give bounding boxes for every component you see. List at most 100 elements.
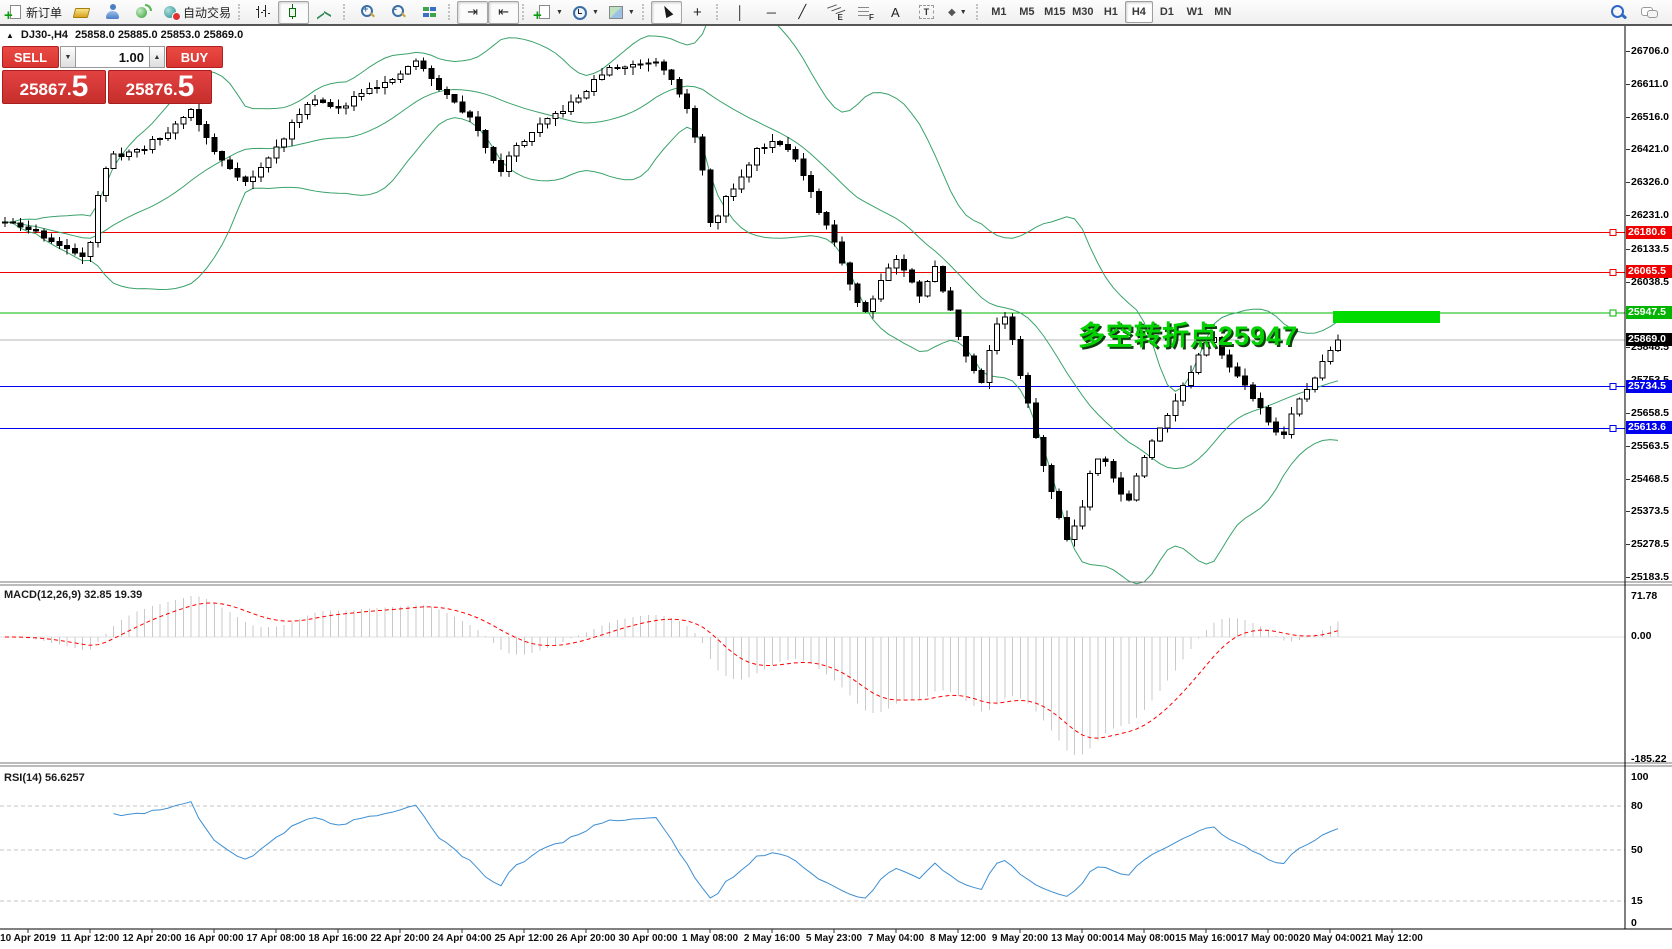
price-axis-tick: 25278.5 <box>1626 538 1669 551</box>
crosshair-button[interactable]: + <box>682 1 713 24</box>
new-chart-icon <box>533 4 552 24</box>
price-axis-tick: 26706.0 <box>1626 45 1669 57</box>
trendline-button[interactable]: ╱ <box>787 1 818 24</box>
horizontal-line-icon: ─ <box>766 4 776 20</box>
new-chart-dropdown[interactable]: ▼ <box>531 1 567 24</box>
price-axis-tick: 26421.0 <box>1626 143 1669 156</box>
signals-button[interactable] <box>128 1 159 24</box>
volume-input[interactable] <box>76 46 149 68</box>
price-level-label[interactable]: 26065.5 <box>1626 265 1672 279</box>
zoom-in-icon: + <box>359 4 376 20</box>
toolbar-grip <box>343 4 348 20</box>
candlestick-chart-button[interactable] <box>278 0 310 24</box>
clock-icon <box>571 4 588 20</box>
new-order-button[interactable]: 新订单 <box>2 1 66 24</box>
channel-icon <box>825 4 842 22</box>
volume-decrease-button[interactable]: ▼ <box>60 46 76 68</box>
price-level-label[interactable]: 25613.6 <box>1626 421 1672 435</box>
chat-icon <box>1640 4 1658 20</box>
chart-frame <box>0 26 1672 933</box>
price-level-label[interactable]: 25734.5 <box>1626 379 1672 393</box>
toolbar-grip <box>448 4 453 20</box>
vertical-line-button[interactable]: │ <box>725 1 756 24</box>
auto-scroll-icon: ⇥ <box>467 4 478 19</box>
buy-price-dot: . <box>172 80 178 99</box>
symbol-period-label: DJ30-,H4 <box>20 29 68 41</box>
timeframe-h1-button[interactable]: H1 <box>1103 6 1118 18</box>
time-axis-label: 12 Apr 20:00 <box>122 933 182 944</box>
time-axis-label: 8 May 12:00 <box>929 933 987 944</box>
auto-scroll-button[interactable]: ⇥ <box>457 0 489 24</box>
cursor-button[interactable] <box>650 0 682 24</box>
candlestick-chart-icon <box>285 4 302 20</box>
volume-increase-button[interactable]: ▲ <box>149 46 165 68</box>
price-level-label[interactable]: 25947.5 <box>1626 306 1672 320</box>
current-price-label: 25869.0 <box>1626 333 1672 347</box>
time-axis-label: 2 May 16:00 <box>743 933 801 944</box>
community-user-icon <box>104 4 121 20</box>
timeframe-h4-button[interactable]: H4 <box>1124 1 1153 23</box>
search-button[interactable] <box>1602 1 1633 24</box>
text-label-icon: T <box>918 5 934 19</box>
zoom-out-button[interactable]: - <box>383 1 414 24</box>
bar-chart-button[interactable] <box>247 1 278 24</box>
horizontal-level-lines[interactable] <box>0 229 1625 432</box>
toolbar-border <box>0 24 1672 26</box>
highlight-rectangle[interactable] <box>1333 311 1440 323</box>
time-axis-label: 26 Apr 20:00 <box>556 933 616 944</box>
channel-button[interactable] <box>818 1 849 24</box>
periods-dropdown[interactable]: ▼ <box>567 1 603 24</box>
buy-button[interactable]: BUY <box>166 46 223 68</box>
community-button[interactable] <box>97 1 128 24</box>
timeframe-w1-button[interactable]: W1 <box>1186 6 1204 18</box>
zoom-out-icon: - <box>390 4 407 20</box>
template-dropdown[interactable]: ▼ <box>603 1 639 24</box>
fibonacci-button[interactable] <box>849 1 880 24</box>
time-axis-label: 20 May 04:00 <box>1299 933 1361 944</box>
annotation-text[interactable]: 多空转折点25947 <box>1078 321 1299 351</box>
time-axis-label: 18 Apr 16:00 <box>308 933 368 944</box>
time-axis-label: 7 May 04:00 <box>867 933 925 944</box>
time-axis-label: 10 Apr 2019 <box>0 933 56 944</box>
time-axis-label: 21 May 12:00 <box>1361 933 1423 944</box>
new-order-icon <box>4 4 23 24</box>
timeframe-mn-button[interactable]: MN <box>1214 6 1232 18</box>
macd-label: MACD(12,26,9) 32.85 19.39 <box>4 589 143 601</box>
rsi-scale-label: 0 <box>1631 917 1637 929</box>
text-label-button[interactable]: T <box>911 1 942 24</box>
timeframe-m30-button[interactable]: M30 <box>1072 6 1094 18</box>
timeframe-m15-button[interactable]: M15 <box>1044 6 1066 18</box>
autotrading-button[interactable]: 自动交易 <box>159 1 235 24</box>
signals-icon <box>135 4 153 20</box>
new-order-label: 新订单 <box>26 5 63 20</box>
arrows-dropdown[interactable]: ◆ ▼ <box>948 6 967 18</box>
market-button[interactable] <box>66 1 97 24</box>
time-axis-label: 13 May 00:00 <box>1051 933 1113 944</box>
timeframe-m5-button[interactable]: M5 <box>1019 6 1035 18</box>
price-axis-tick: 25183.5 <box>1626 570 1669 583</box>
chart-shift-button[interactable]: ⇤ <box>488 0 520 24</box>
timeframe-m1-button[interactable]: M1 <box>991 6 1007 18</box>
sell-price-display[interactable]: 25867. 5 <box>2 70 106 104</box>
chat-button[interactable] <box>1633 1 1664 24</box>
symbol-header: ▲ DJ30-,H4 25858.0 25885.0 25853.0 25869… <box>6 29 243 41</box>
tile-windows-button[interactable] <box>414 1 445 24</box>
buy-price-display[interactable]: 25876. 5 <box>108 70 212 104</box>
price-axis-tick: 26231.0 <box>1626 209 1669 222</box>
time-axis-label: 14 May 08:00 <box>1113 933 1175 944</box>
zoom-in-button[interactable]: + <box>352 1 383 24</box>
line-chart-button[interactable] <box>309 1 340 24</box>
horizontal-line-button[interactable]: ─ <box>756 1 787 24</box>
price-level-label[interactable]: 26180.6 <box>1626 225 1672 239</box>
fibonacci-icon <box>856 4 874 22</box>
rsi-indicator <box>0 801 1625 902</box>
line-chart-icon <box>316 4 333 20</box>
toolbar-grip <box>715 4 721 20</box>
buy-price-main: 25876 <box>125 80 173 99</box>
timeframe-group: M1 M5 M15 M30 H1 H4 D1 W1 MN <box>985 1 1237 23</box>
collapse-triangle-icon[interactable]: ▲ <box>6 30 14 40</box>
sell-button[interactable]: SELL <box>2 46 59 68</box>
timeframe-d1-button[interactable]: D1 <box>1159 6 1174 18</box>
text-button[interactable]: A <box>880 1 911 24</box>
